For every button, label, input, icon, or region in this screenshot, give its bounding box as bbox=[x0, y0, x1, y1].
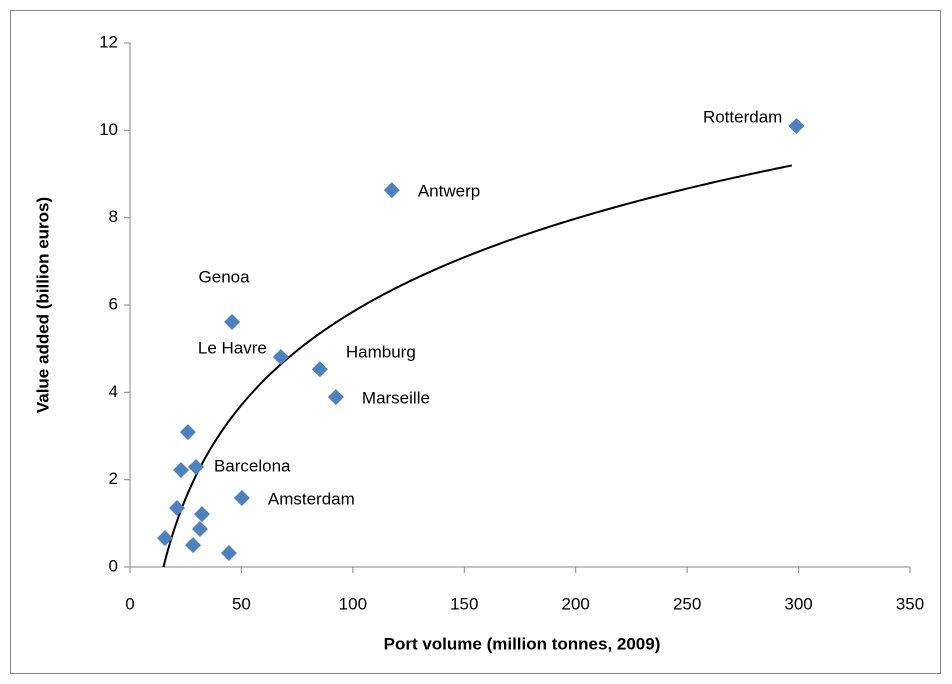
y-axis-title: Value added (billion euros) bbox=[33, 197, 52, 413]
data-point bbox=[191, 521, 208, 538]
data-point bbox=[185, 537, 202, 554]
data-point bbox=[156, 530, 173, 547]
data-point bbox=[788, 117, 805, 134]
data-point bbox=[220, 545, 237, 562]
x-tick-label: 350 bbox=[896, 594, 924, 613]
x-tick-label: 50 bbox=[232, 594, 251, 613]
y-tick-label: 10 bbox=[99, 120, 118, 139]
point-label: Barcelona bbox=[214, 456, 291, 475]
x-tick-label: 100 bbox=[339, 594, 367, 613]
point-label: Genoa bbox=[199, 268, 251, 287]
data-point bbox=[233, 490, 250, 507]
y-tick-label: 6 bbox=[109, 294, 118, 313]
x-axis-title: Port volume (million tonnes, 2009) bbox=[384, 634, 661, 653]
data-point bbox=[272, 348, 289, 365]
y-tick-label: 12 bbox=[99, 32, 118, 51]
point-label: Amsterdam bbox=[268, 489, 355, 508]
point-label: Le Havre bbox=[198, 338, 267, 357]
x-tick-label: 0 bbox=[125, 594, 134, 613]
x-tick-label: 250 bbox=[673, 594, 701, 613]
data-point bbox=[327, 389, 344, 406]
y-tick-label: 4 bbox=[109, 382, 118, 401]
y-tick-label: 2 bbox=[109, 469, 118, 488]
point-label: Marseille bbox=[362, 389, 430, 408]
data-point bbox=[169, 500, 186, 517]
point-label: Hamburg bbox=[346, 343, 416, 362]
y-tick-label: 0 bbox=[109, 556, 118, 575]
data-point bbox=[383, 182, 400, 199]
y-tick-label: 8 bbox=[109, 207, 118, 226]
data-point bbox=[311, 361, 328, 378]
data-point bbox=[173, 462, 190, 479]
data-point bbox=[193, 506, 210, 523]
point-label: Rotterdam bbox=[703, 107, 782, 126]
chart-frame bbox=[10, 10, 941, 674]
point-label: Antwerp bbox=[418, 182, 480, 201]
data-point bbox=[224, 314, 241, 331]
data-point bbox=[187, 459, 204, 476]
x-tick-label: 200 bbox=[562, 594, 590, 613]
trendline bbox=[162, 164, 793, 568]
x-tick-label: 150 bbox=[450, 594, 478, 613]
data-point bbox=[179, 424, 196, 441]
x-tick-label: 300 bbox=[784, 594, 812, 613]
